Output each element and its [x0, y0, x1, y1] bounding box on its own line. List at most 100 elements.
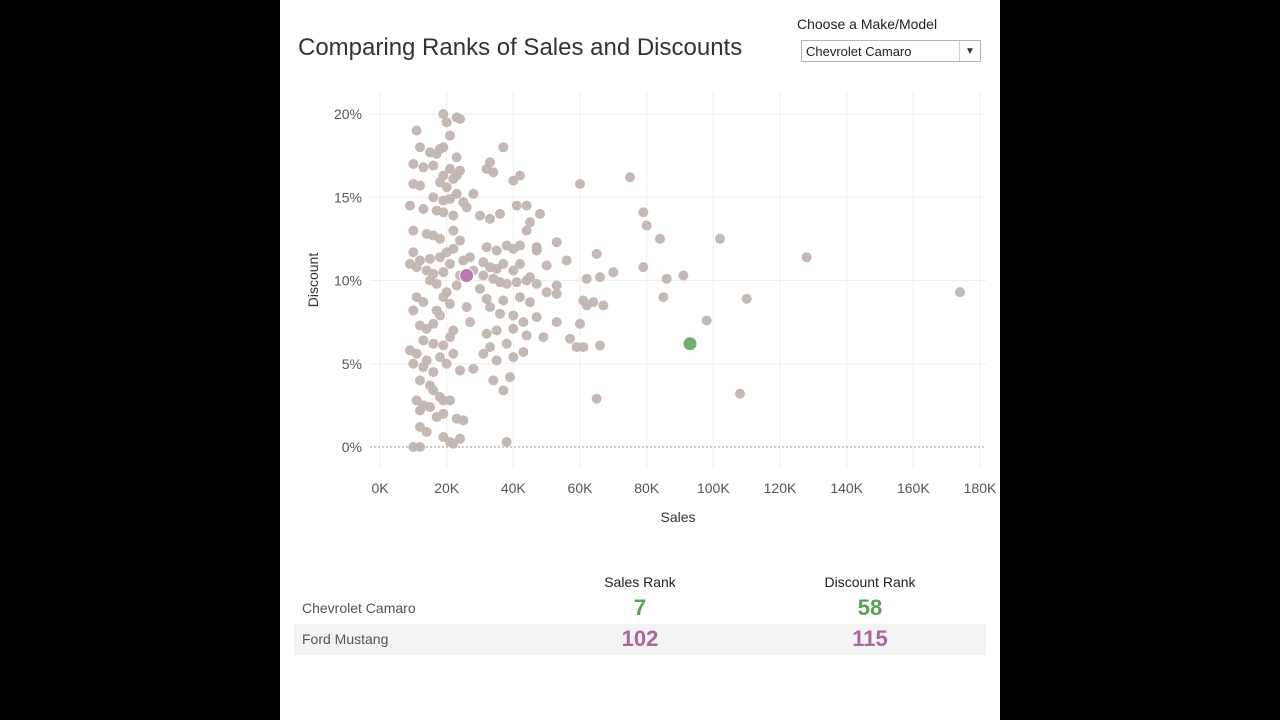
data-point	[445, 258, 455, 269]
data-point	[458, 415, 469, 426]
data-point	[955, 287, 965, 298]
data-point	[565, 333, 575, 344]
data-point	[408, 305, 419, 316]
rank-row-camaro[interactable]: Chevrolet Camaro 7 58	[294, 593, 986, 624]
data-point	[451, 188, 462, 199]
data-point	[531, 242, 542, 253]
data-point	[661, 273, 672, 284]
data-point	[575, 318, 585, 329]
data-point	[715, 233, 725, 244]
chart-points	[405, 109, 965, 452]
data-point	[498, 385, 509, 396]
highlight-point	[682, 336, 698, 352]
data-point	[595, 272, 605, 283]
data-point	[481, 328, 492, 339]
data-point	[451, 280, 462, 291]
y-tick-label: 5%	[342, 356, 362, 372]
data-point	[491, 325, 502, 336]
data-point	[461, 302, 472, 313]
data-point	[525, 272, 535, 283]
data-point	[551, 288, 562, 299]
data-point	[488, 167, 499, 178]
data-point	[735, 388, 745, 399]
data-point	[428, 367, 439, 378]
data-point	[428, 318, 439, 329]
data-point	[421, 427, 432, 438]
data-point	[581, 273, 592, 284]
data-point	[741, 293, 752, 304]
make-model-dropdown[interactable]: Chevrolet Camaro ▼	[801, 40, 981, 62]
data-point	[491, 355, 502, 366]
data-point	[541, 260, 552, 271]
chart-highlight-points	[459, 268, 698, 352]
data-point	[638, 207, 649, 218]
data-point	[438, 408, 449, 419]
x-tick-label: 180K	[964, 480, 997, 496]
data-point	[495, 308, 505, 319]
data-point	[441, 117, 452, 128]
rank-row-mustang[interactable]: Ford Mustang 102 115	[294, 624, 986, 655]
data-point	[625, 172, 635, 183]
data-point	[411, 262, 422, 273]
data-point	[408, 158, 419, 169]
x-tick-label: 80K	[634, 480, 660, 496]
data-point	[465, 317, 475, 328]
data-point	[531, 278, 542, 289]
data-point	[445, 332, 455, 343]
data-point	[455, 365, 465, 376]
data-point	[498, 295, 509, 306]
data-point	[551, 280, 562, 291]
data-point	[438, 395, 449, 406]
data-point	[488, 375, 499, 386]
data-point	[518, 347, 529, 358]
dashboard: Comparing Ranks of Sales and Discounts C…	[280, 0, 1000, 720]
data-point	[438, 340, 449, 351]
triangle-down-icon[interactable]: ▼	[959, 41, 980, 61]
data-point	[478, 270, 489, 281]
data-point	[591, 393, 602, 404]
data-point	[418, 362, 429, 373]
data-point	[531, 312, 542, 323]
x-tick-label: 160K	[897, 480, 930, 496]
data-point	[468, 363, 479, 374]
data-point	[435, 310, 445, 321]
data-point	[418, 203, 429, 214]
data-point	[478, 348, 489, 359]
data-point	[575, 178, 585, 189]
data-point	[428, 385, 439, 396]
scatter-chart: 0K 20K 40K 60K 80K 100K 120K 140K 160K 180K 0% 5% 10…	[305, 92, 997, 525]
data-point	[501, 338, 512, 349]
data-point	[525, 217, 535, 228]
x-axis-label: Sales	[660, 509, 695, 525]
data-point	[501, 278, 512, 289]
data-point	[468, 188, 479, 199]
data-point	[481, 293, 492, 304]
sales-rank-value: 102	[621, 626, 659, 651]
data-point	[578, 342, 589, 353]
y-tick-label: 20%	[334, 106, 362, 122]
data-point	[525, 297, 535, 308]
data-point	[448, 173, 459, 184]
rank-row-label: Chevrolet Camaro	[302, 600, 416, 616]
data-point	[495, 208, 505, 219]
data-point	[415, 142, 425, 153]
data-point	[451, 152, 462, 163]
data-point	[435, 352, 445, 363]
data-point	[415, 442, 425, 452]
data-point	[508, 310, 519, 321]
data-point	[445, 130, 455, 141]
discount-rank-value: 115	[852, 626, 888, 651]
data-point	[445, 163, 455, 174]
x-tick-label: 20K	[434, 480, 460, 496]
data-point	[511, 200, 522, 211]
x-tick-label: 60K	[568, 480, 594, 496]
data-point	[448, 243, 459, 254]
data-point	[521, 200, 532, 211]
data-point	[475, 210, 485, 221]
data-point	[655, 233, 665, 244]
sales-rank-header: Sales Rank	[604, 574, 676, 590]
data-point	[498, 142, 509, 153]
data-point	[411, 348, 422, 359]
data-point	[415, 180, 425, 191]
x-tick-label: 100K	[697, 480, 730, 496]
